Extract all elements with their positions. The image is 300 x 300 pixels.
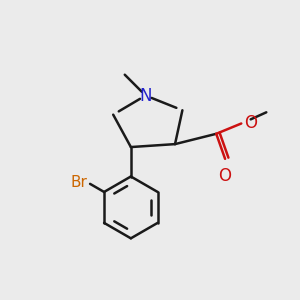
Text: O: O — [219, 167, 232, 185]
Text: Br: Br — [70, 175, 87, 190]
Text: N: N — [139, 86, 152, 104]
Text: O: O — [244, 115, 256, 133]
